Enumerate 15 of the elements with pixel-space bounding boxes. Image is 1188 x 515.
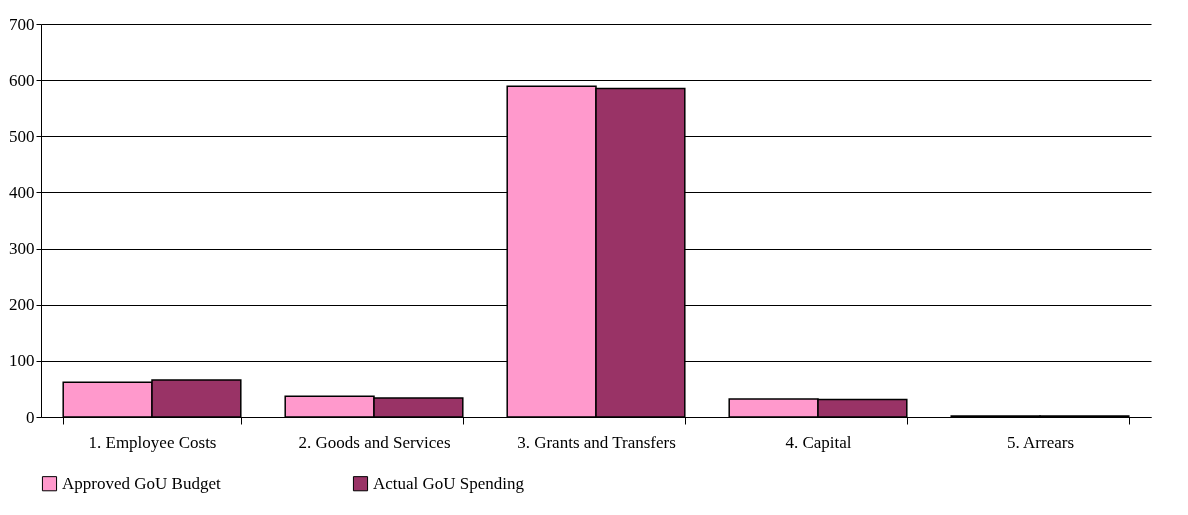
legend-label: Actual GoU Spending — [373, 473, 525, 493]
legend-label: Approved GoU Budget — [62, 473, 221, 493]
y-tick-label: 0 — [26, 407, 35, 427]
x-tick-label: 3. Grants and Transfers — [517, 432, 676, 452]
y-tick-label: 600 — [9, 70, 35, 90]
x-tick-label: 5. Arrears — [1006, 432, 1075, 452]
y-tick-label: 200 — [9, 295, 35, 315]
y-tick-label: 700 — [9, 14, 35, 34]
x-tick-label: 2. Goods and Services — [298, 432, 451, 452]
x-tick-label: 1. Employee Costs — [88, 432, 217, 452]
y-tick-label: 400 — [9, 182, 35, 202]
x-tick-label: 4. Capital — [785, 432, 852, 452]
y-tick-label: 500 — [9, 126, 35, 146]
y-tick-label: 100 — [9, 351, 35, 371]
y-tick-label: 300 — [9, 239, 35, 259]
